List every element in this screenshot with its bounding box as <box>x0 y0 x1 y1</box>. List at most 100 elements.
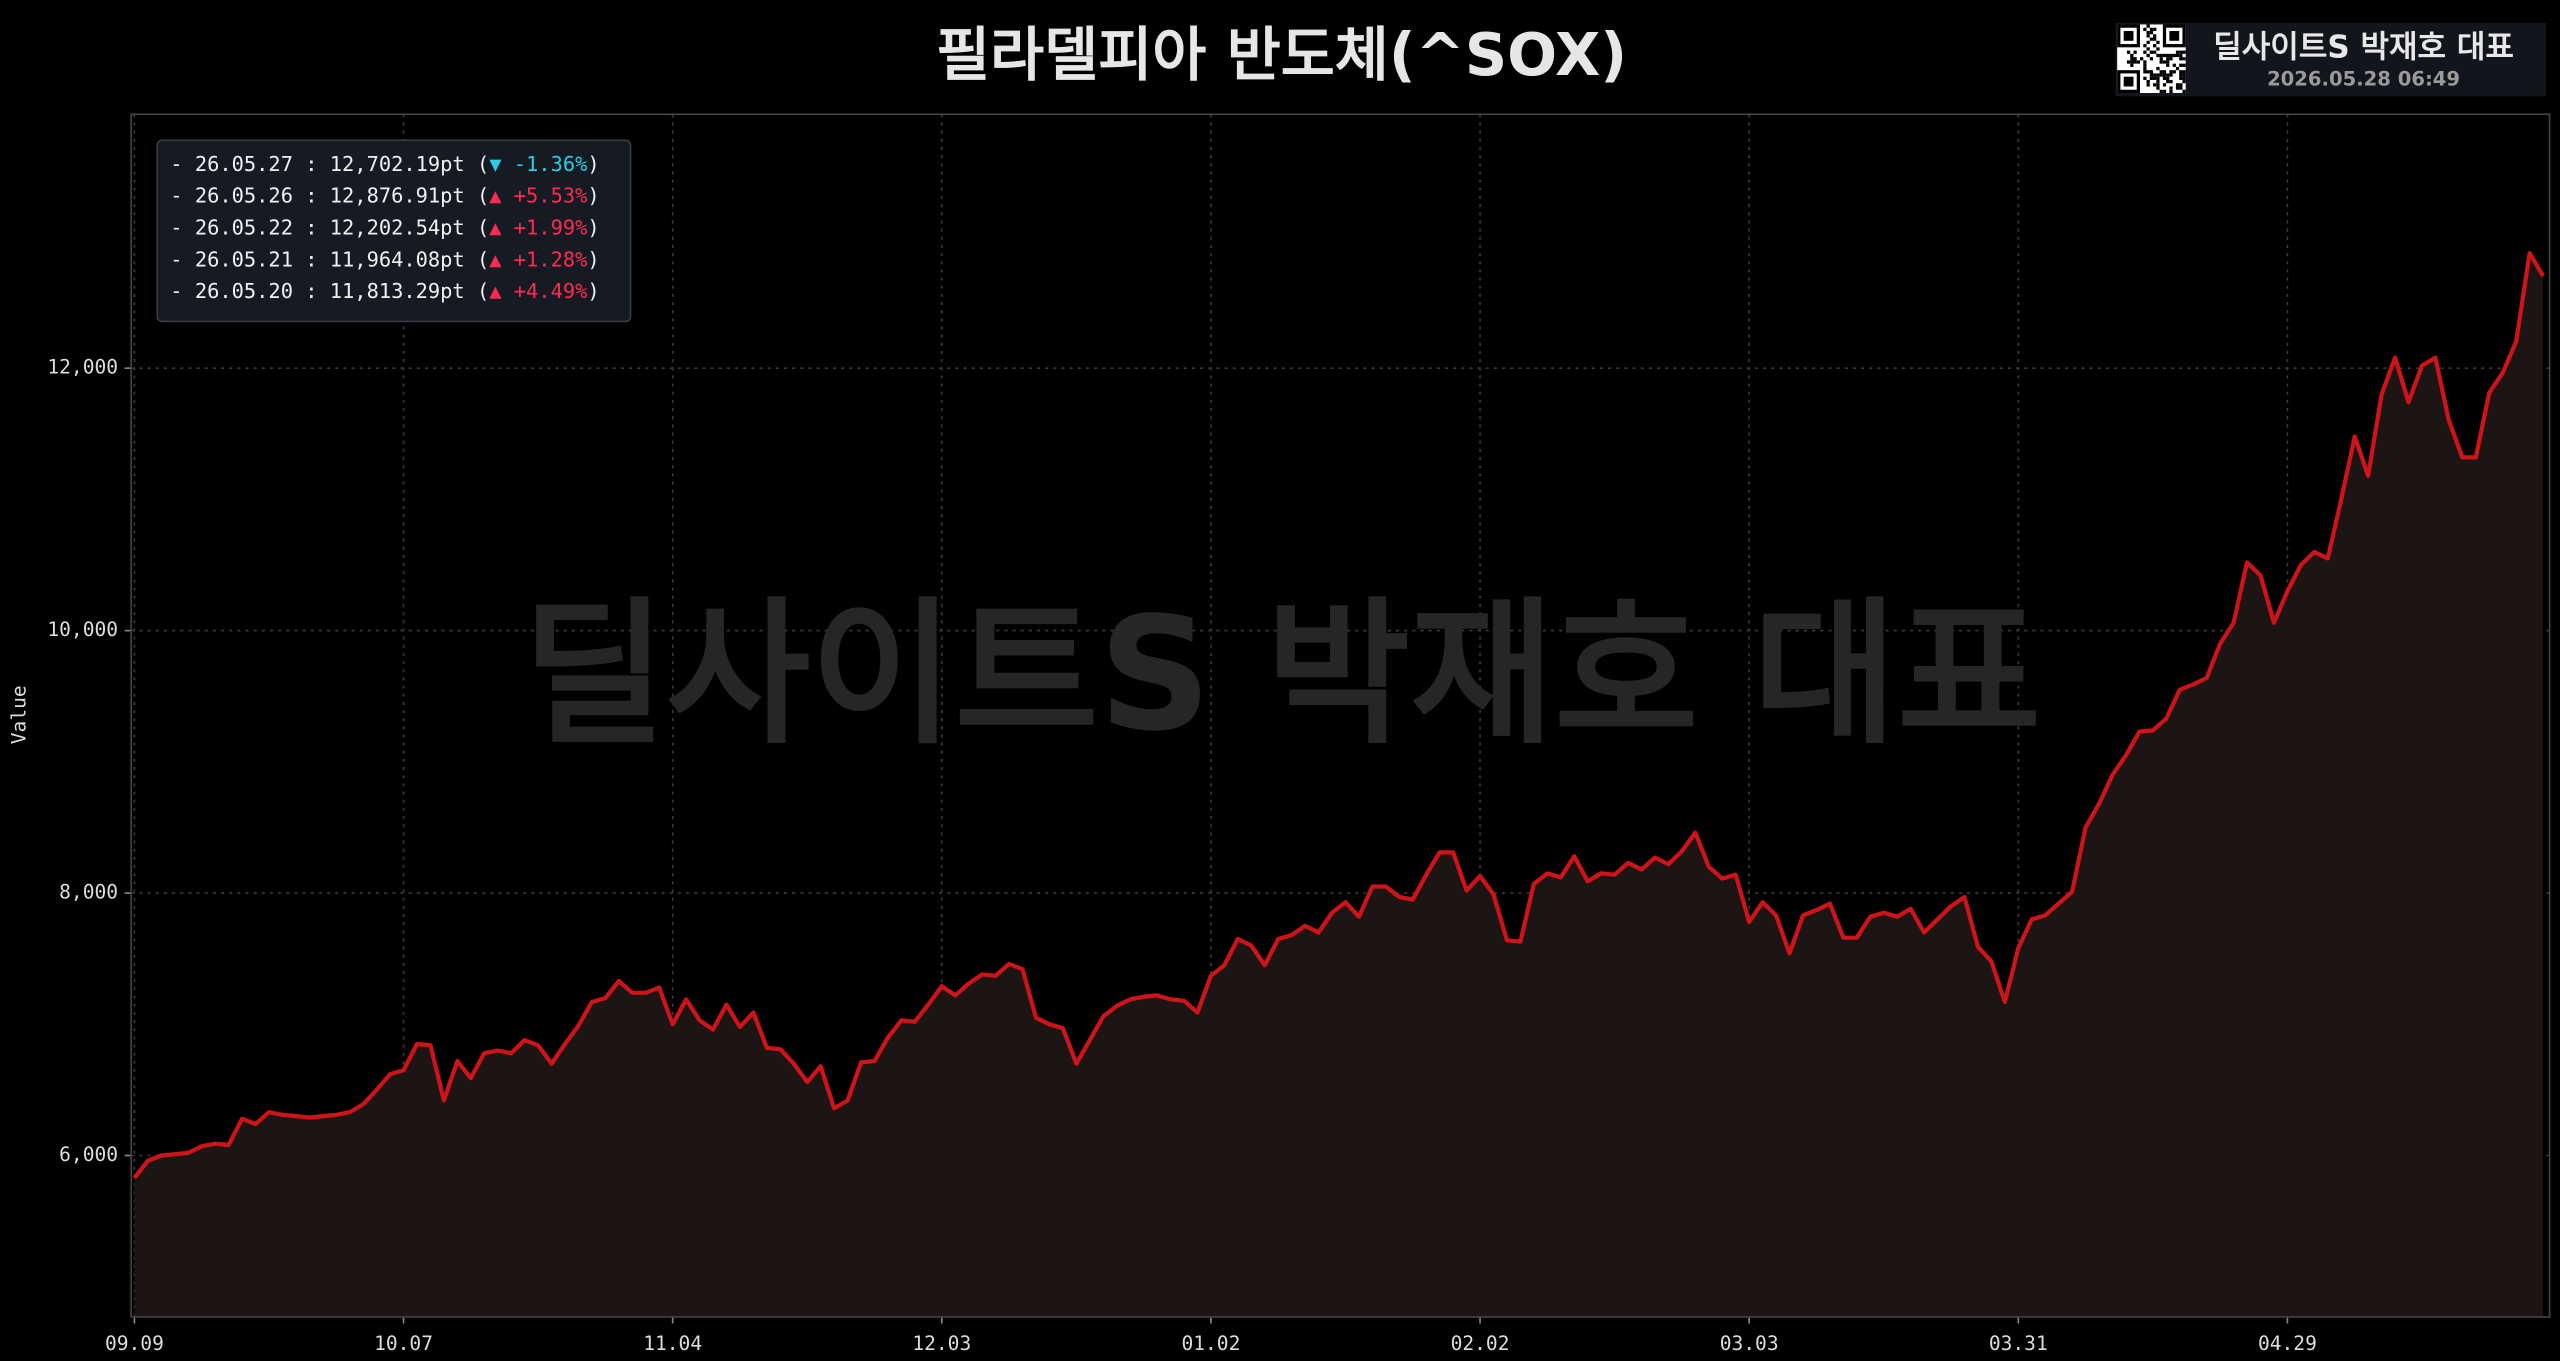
qr-cell <box>2182 79 2186 84</box>
qr-cell <box>2146 47 2150 51</box>
qr-cell <box>2146 79 2150 84</box>
x-tick-label: 11.04 <box>643 1332 702 1355</box>
brand-name: 딜사이트S 박재호 대표 <box>2213 29 2514 65</box>
qr-cell <box>2143 50 2147 54</box>
qr-cell <box>2166 53 2170 58</box>
qr-cell <box>2162 73 2167 77</box>
qr-cell <box>2149 76 2154 80</box>
qr-cell <box>2179 83 2183 87</box>
y-tick-label: 6,000 <box>59 1143 118 1166</box>
qr-cell <box>2162 76 2167 80</box>
qr-cell <box>2149 50 2154 54</box>
qr-cell <box>2159 53 2163 58</box>
qr-cell <box>2130 53 2134 58</box>
qr-cell <box>2175 66 2180 71</box>
qr-cell <box>2179 86 2183 90</box>
qr-cell <box>2182 50 2186 54</box>
qr-code <box>2117 24 2186 94</box>
qr-cell <box>2179 76 2183 80</box>
qr-cell <box>2175 83 2180 87</box>
qr-cell <box>2143 44 2147 48</box>
qr-cell <box>2153 50 2157 54</box>
qr-cell <box>2153 83 2157 87</box>
qr-cell <box>2166 60 2170 64</box>
line <box>132 250 2545 1180</box>
qr-cell <box>2166 73 2170 77</box>
qr-cell <box>2175 53 2180 58</box>
qr-cell <box>2126 60 2131 64</box>
x-tick-label: 03.03 <box>1720 1332 1779 1355</box>
qr-cell <box>2153 37 2157 41</box>
qr-cell <box>2162 89 2167 94</box>
y-tick-label: 10,000 <box>47 618 118 641</box>
qr-cell <box>2149 73 2154 77</box>
qr-cell <box>2182 73 2186 77</box>
legend-change: ▲ +5.53% <box>489 184 587 208</box>
legend-box <box>156 139 632 323</box>
qr-cell <box>2182 76 2186 80</box>
plot-frame <box>130 113 2551 1318</box>
brand-background <box>2115 22 2547 97</box>
qr-cell <box>2149 37 2154 41</box>
qr-cell <box>2169 89 2173 94</box>
qr-cell <box>2166 76 2170 80</box>
area <box>134 253 2544 1317</box>
qr-cell <box>2169 79 2173 84</box>
legend-row: - 26.05.21 : 11,964.08pt (▲ +1.28%) <box>170 247 599 271</box>
qr-cell <box>2179 63 2183 67</box>
qr-cell <box>2182 89 2186 94</box>
qr-cell <box>2146 31 2150 35</box>
y-tick-label: 12,000 <box>47 356 118 379</box>
qr-finder <box>2123 31 2134 41</box>
x-tick-label: 01.02 <box>1181 1332 1240 1355</box>
legend-row: - 26.05.27 : 12,702.19pt (▼ -1.36%) <box>170 152 599 176</box>
qr-cell <box>2136 60 2141 64</box>
qr-cell <box>2179 53 2183 58</box>
legend-text: - 26.05.20 : 11,813.29pt ( <box>170 279 489 303</box>
qr-cell <box>2169 70 2173 74</box>
qr-cell <box>2130 63 2134 67</box>
qr-cell <box>2179 50 2183 54</box>
qr-cell <box>2162 60 2167 64</box>
qr-finder <box>2169 31 2180 41</box>
qr-cell <box>2156 53 2160 58</box>
qr-cell <box>2159 73 2163 77</box>
legend-row: - 26.05.22 : 12,202.54pt (▲ +1.99%) <box>170 215 599 239</box>
qr-cell <box>2175 86 2180 90</box>
qr-cell <box>2153 27 2157 32</box>
qr-cell <box>2143 27 2147 32</box>
qr-cell <box>2166 63 2170 67</box>
qr-cell <box>2169 86 2173 90</box>
qr-cell <box>2175 50 2180 54</box>
qr-cell <box>2153 34 2157 38</box>
qr-cell <box>2146 34 2150 38</box>
qr-cell <box>2156 73 2160 77</box>
qr-cell <box>2172 63 2176 67</box>
qr-cell <box>2159 60 2163 64</box>
qr-cell <box>2130 57 2134 61</box>
qr-cell <box>2156 86 2160 90</box>
legend-change: ▼ -1.36% <box>489 152 587 176</box>
qr-cell <box>2156 76 2160 80</box>
qr-cell <box>2159 57 2163 61</box>
qr-cell <box>2182 63 2186 67</box>
qr-cell <box>2169 57 2173 61</box>
qr-cell <box>2149 27 2154 32</box>
x-tick-label: 03.31 <box>1989 1332 2048 1355</box>
qr-cell <box>2143 70 2147 74</box>
qr-cell <box>2182 57 2186 61</box>
legend: - 26.05.27 : 12,702.19pt (▼ -1.36%) - 26.… <box>156 139 632 323</box>
qr-cell <box>2172 53 2176 58</box>
qr-cell <box>2146 40 2150 45</box>
qr-cell <box>2162 83 2167 87</box>
qr-cell <box>2146 53 2150 58</box>
qr-cell <box>2166 79 2170 84</box>
plot-area: 6,000 8,000 10,000 12,000 09.09 10.07 11.04 12.… <box>47 113 2551 1355</box>
qr-cell <box>2133 50 2137 54</box>
legend-close: ) <box>587 184 599 208</box>
watermark: 딜사이트S 박재호 대표 <box>522 583 2041 765</box>
qr-cell <box>2146 83 2150 87</box>
qr-cell <box>2149 31 2154 35</box>
